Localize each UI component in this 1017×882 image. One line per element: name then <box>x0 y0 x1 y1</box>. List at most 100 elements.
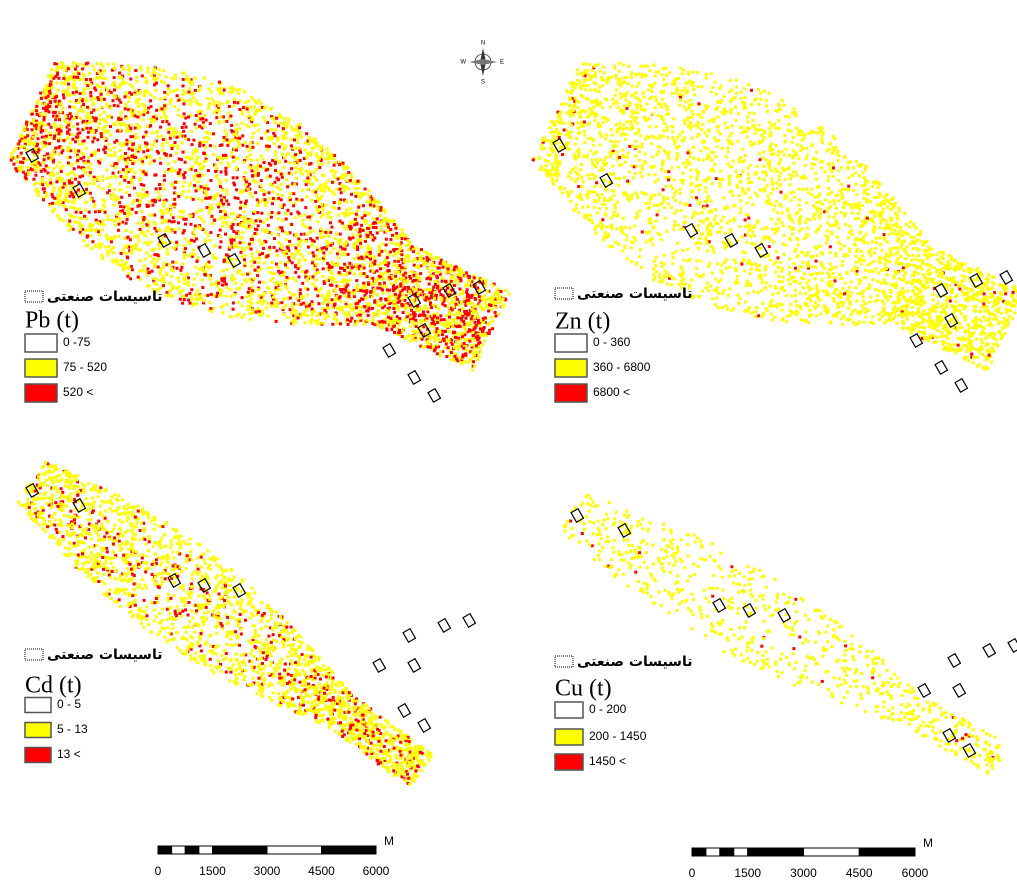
map-cell <box>386 309 389 312</box>
map-cell <box>192 231 195 234</box>
map-cell <box>118 212 121 215</box>
map-cell <box>196 180 199 183</box>
map-cell <box>262 281 265 284</box>
map-cell <box>56 172 59 175</box>
map-cell <box>239 191 242 194</box>
map-cell <box>77 132 80 135</box>
map-cell <box>137 239 140 242</box>
map-cell <box>87 117 90 120</box>
map-cell <box>218 81 221 84</box>
map-cell <box>339 246 342 249</box>
map-cell <box>404 308 407 311</box>
map-cell <box>286 261 289 264</box>
map-cell <box>223 277 226 280</box>
map-cell <box>195 189 198 192</box>
map-cell <box>52 174 55 177</box>
map-cell <box>84 171 87 174</box>
map-cell <box>310 151 313 154</box>
map-cell <box>104 137 107 140</box>
map-cell <box>77 101 80 104</box>
map-cell <box>275 117 278 120</box>
map-cell <box>223 280 226 283</box>
map-cell <box>456 298 459 301</box>
map-cell <box>131 85 134 88</box>
map-cell <box>355 312 358 315</box>
map-cell <box>434 283 437 286</box>
map-cell <box>193 240 196 243</box>
map-cell <box>300 233 303 236</box>
map-cell <box>244 254 247 257</box>
map-cell <box>204 192 207 195</box>
map-cell <box>352 307 355 310</box>
map-cell <box>208 211 211 214</box>
map-cell <box>121 111 124 114</box>
map-cell <box>73 106 76 109</box>
map-cell <box>84 209 87 212</box>
map-cell <box>71 163 74 166</box>
map-cell <box>141 103 144 106</box>
map-cell <box>287 119 290 122</box>
map-cell <box>209 239 212 242</box>
map-cell <box>420 248 423 251</box>
map-cell <box>331 277 334 280</box>
map-cell <box>326 293 329 296</box>
map-cell <box>137 127 140 130</box>
map-cell <box>85 188 88 191</box>
map-cell <box>298 126 301 129</box>
map-cell <box>317 271 320 274</box>
map-cell <box>123 212 126 215</box>
map-cell <box>320 287 323 290</box>
map-cell <box>150 121 153 124</box>
map-cell <box>359 242 362 245</box>
map-cell <box>346 318 349 321</box>
map-cell <box>320 215 323 218</box>
map-cell <box>158 68 161 71</box>
map-cell <box>187 281 190 284</box>
map-cell <box>343 294 346 297</box>
map-cell <box>378 250 381 253</box>
map-cell <box>139 68 142 71</box>
map-cell <box>290 173 293 176</box>
map-cell <box>481 329 484 332</box>
map-cell <box>351 266 354 269</box>
map-cell <box>401 237 404 240</box>
map-cell <box>181 142 184 145</box>
map-cell <box>254 191 257 194</box>
map-cell <box>165 294 168 297</box>
map-cell <box>52 111 55 114</box>
map-cell <box>148 200 151 203</box>
map-cell <box>163 174 166 177</box>
map-cell <box>143 216 146 219</box>
map-cell <box>77 110 80 113</box>
map-cell <box>309 227 312 230</box>
map-cell <box>369 203 372 206</box>
map-cell <box>204 189 207 192</box>
map-cell <box>183 112 186 115</box>
map-cell <box>335 233 338 236</box>
map-cell <box>185 126 188 129</box>
map-cell <box>264 198 267 201</box>
map-cell <box>122 268 125 271</box>
map-cell <box>437 307 440 310</box>
map-cell <box>311 261 314 264</box>
map-cell <box>125 191 128 194</box>
map-cell <box>101 106 104 109</box>
map-cell <box>94 230 97 233</box>
map-cell <box>81 175 84 178</box>
map-cell <box>392 321 395 324</box>
map-cell <box>90 228 93 231</box>
map-cell <box>151 131 154 134</box>
map-cell <box>135 93 138 96</box>
map-cell <box>125 91 128 94</box>
map-cell <box>473 365 476 368</box>
map-cell <box>39 92 42 95</box>
map-cell <box>230 124 233 127</box>
map-cell <box>57 77 60 80</box>
map-cell <box>280 281 283 284</box>
map-cell <box>107 185 110 188</box>
map-cell <box>54 100 57 103</box>
map-cell <box>443 347 446 350</box>
map-cell <box>244 205 247 208</box>
map-cell <box>23 129 26 132</box>
map-cell <box>315 263 318 266</box>
